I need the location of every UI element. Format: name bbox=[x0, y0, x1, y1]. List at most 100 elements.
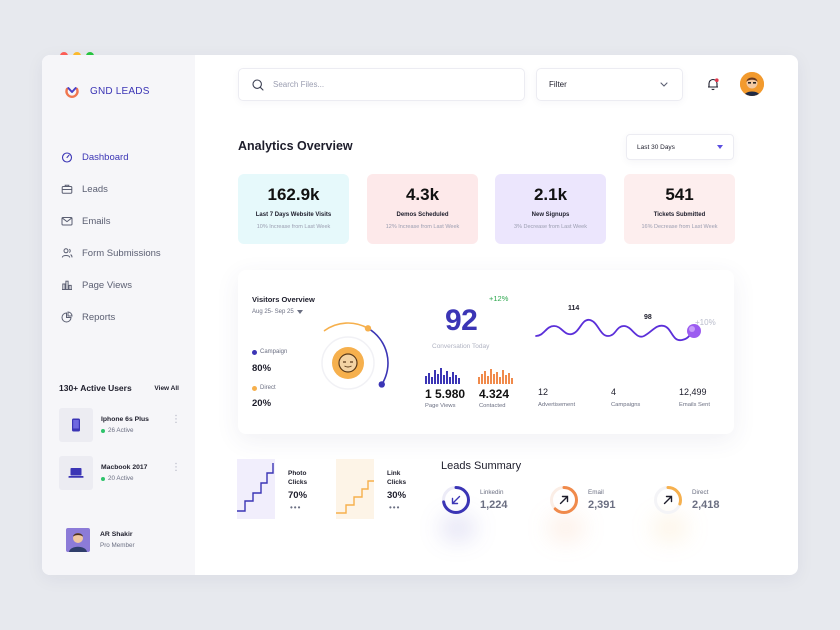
stat-label: New Signups bbox=[531, 212, 570, 218]
device-item-macbook[interactable]: Macbook 2017 20 Active ⋮ bbox=[59, 455, 181, 491]
user-profile[interactable]: AR Shakir Pro Member bbox=[66, 528, 135, 552]
stat-label: Last 7 Days Website Visits bbox=[255, 212, 332, 218]
brand-name: GND LEADS bbox=[90, 85, 150, 97]
bar-chart-icon bbox=[62, 280, 72, 291]
legend-direct: Direct bbox=[252, 385, 276, 391]
user-avatar[interactable] bbox=[740, 72, 764, 96]
click-percent: 30% bbox=[387, 490, 407, 501]
sidebar-item-label: Form Submissions bbox=[82, 247, 161, 259]
stat-label: Demos Scheduled bbox=[396, 212, 449, 218]
search-bar[interactable]: Search Files... bbox=[238, 68, 525, 101]
direct-knob bbox=[364, 325, 372, 332]
search-input[interactable]: Search Files... bbox=[273, 80, 325, 89]
link-clicks-card[interactable]: Link Clicks 30% ••• bbox=[336, 459, 419, 519]
photo-clicks-card[interactable]: Photo Clicks 70% ••• bbox=[237, 459, 320, 519]
linkedin-glow bbox=[441, 517, 475, 539]
sidebar-item-emails[interactable]: Emails bbox=[61, 205, 161, 237]
emails-sent-value: 12,499 bbox=[679, 387, 707, 397]
logo-icon bbox=[65, 87, 79, 98]
more-options-icon[interactable]: ••• bbox=[389, 503, 401, 512]
sidebar-item-label: Emails bbox=[82, 215, 111, 227]
visitors-range-dropdown[interactable]: Aug 25- Sep 25 bbox=[252, 309, 303, 315]
profile-avatar bbox=[66, 528, 90, 552]
click-percent: 70% bbox=[288, 490, 308, 501]
leads-item-email[interactable]: Email 2,391 bbox=[549, 485, 616, 515]
arrow-up-right-icon bbox=[663, 495, 673, 505]
contacted-bars bbox=[478, 369, 513, 384]
arrow-up-right-icon bbox=[559, 495, 569, 505]
stat-value: 162.9k bbox=[267, 185, 320, 204]
visitors-title: Visitors Overview bbox=[252, 295, 315, 304]
person-avatar-icon bbox=[66, 528, 90, 552]
email-glow bbox=[549, 517, 583, 539]
pie-chart-icon bbox=[61, 311, 73, 323]
app-window: GND LEADS Dashboard Leads Emails Form Su… bbox=[42, 55, 798, 575]
phone-icon bbox=[72, 418, 80, 432]
sidebar-item-reports[interactable]: Reports bbox=[61, 301, 161, 333]
device-active-count: 20 Active bbox=[108, 475, 134, 482]
profile-name: AR Shakir bbox=[100, 531, 133, 538]
more-options-icon[interactable]: ⋮ bbox=[171, 462, 181, 473]
stat-card-demos[interactable]: 4.3k Demos Scheduled 12% Increase from L… bbox=[367, 174, 478, 244]
wave-peak-label: 114 bbox=[568, 305, 580, 312]
search-icon bbox=[252, 78, 264, 91]
progress-arc bbox=[550, 486, 578, 514]
caret-down-icon bbox=[717, 145, 723, 149]
visitors-overview-card: Visitors Overview Aug 25- Sep 25 Campaig… bbox=[238, 270, 734, 434]
sidebar-nav: Dashboard Leads Emails Form Submissions … bbox=[61, 141, 161, 333]
campaign-knob bbox=[378, 381, 385, 388]
visitors-donut-chart bbox=[321, 322, 389, 390]
photo-clicks-step-chart bbox=[237, 459, 275, 519]
direct-arc bbox=[323, 322, 369, 332]
notification-bell-icon[interactable] bbox=[706, 77, 720, 91]
stat-card-signups[interactable]: 2.1k New Signups 3% Decrease from Last W… bbox=[495, 174, 606, 244]
sidebar-item-page-views[interactable]: Page Views bbox=[61, 269, 161, 301]
wave-peak-label: 98 bbox=[644, 314, 652, 321]
linkedin-progress-ring bbox=[442, 486, 470, 514]
leads-item-linkedin[interactable]: Linkedin 1,224 bbox=[441, 485, 508, 515]
campaigns-value: 4 bbox=[611, 387, 617, 397]
sidebar-item-dashboard[interactable]: Dashboard bbox=[61, 141, 161, 173]
stat-subtext: 12% Increase from Last Week bbox=[385, 224, 460, 230]
click-label: Link Clicks bbox=[387, 470, 407, 486]
stat-card-website-visits[interactable]: 162.9k Last 7 Days Website Visits 10% In… bbox=[238, 174, 349, 244]
arrow-down-left-icon bbox=[451, 495, 461, 505]
brand-logo[interactable]: GND LEADS bbox=[64, 83, 150, 99]
sidebar: GND LEADS Dashboard Leads Emails Form Su… bbox=[42, 55, 195, 575]
date-range-dropdown[interactable]: Last 30 Days bbox=[626, 134, 734, 160]
contacted-label: Contacted bbox=[479, 403, 506, 409]
conversion-label: Conversation Today bbox=[432, 343, 490, 350]
stat-value: 2.1k bbox=[533, 185, 568, 204]
stat-value: 4.3k bbox=[405, 185, 440, 204]
campaign-arc bbox=[367, 327, 389, 386]
leads-label: Email bbox=[588, 489, 604, 496]
device-name: Iphone 6s Plus bbox=[101, 416, 149, 423]
filter-dropdown[interactable]: Filter bbox=[536, 68, 683, 101]
stat-label: Tickets Submitted bbox=[653, 212, 706, 218]
conversion-value: 92 bbox=[445, 304, 478, 337]
dashboard-icon bbox=[61, 152, 73, 163]
sidebar-item-leads[interactable]: Leads bbox=[61, 173, 161, 205]
filter-label: Filter bbox=[549, 80, 567, 89]
direct-progress-ring bbox=[654, 486, 682, 514]
view-all-link[interactable]: View All bbox=[154, 384, 179, 392]
page-views-label: Page Views bbox=[425, 403, 456, 409]
more-options-icon[interactable]: ••• bbox=[290, 503, 302, 512]
active-users-title: 130+ Active Users bbox=[59, 383, 132, 393]
person-avatar-icon bbox=[740, 72, 764, 96]
stat-value: 541 bbox=[665, 185, 694, 204]
device-icon-box bbox=[59, 456, 93, 490]
campaign-percent: 80% bbox=[252, 363, 272, 374]
legend-dot bbox=[252, 385, 257, 391]
campaigns-label: Campaigns bbox=[611, 402, 641, 408]
legend-campaign: Campaign bbox=[252, 349, 287, 355]
date-range-label: Last 30 Days bbox=[637, 143, 675, 151]
device-item-iphone[interactable]: Iphone 6s Plus 26 Active ⋮ bbox=[59, 407, 181, 443]
more-options-icon[interactable]: ⋮ bbox=[171, 414, 181, 425]
advertisement-label: Advertisement bbox=[538, 402, 576, 408]
leads-summary-title: Leads Summary bbox=[441, 460, 522, 472]
leads-item-direct[interactable]: Direct 2,418 bbox=[653, 485, 720, 515]
sidebar-item-form-submissions[interactable]: Form Submissions bbox=[61, 237, 161, 269]
stat-card-tickets[interactable]: 541 Tickets Submitted 16% Decrease from … bbox=[624, 174, 735, 244]
legend-label: Campaign bbox=[260, 349, 288, 355]
